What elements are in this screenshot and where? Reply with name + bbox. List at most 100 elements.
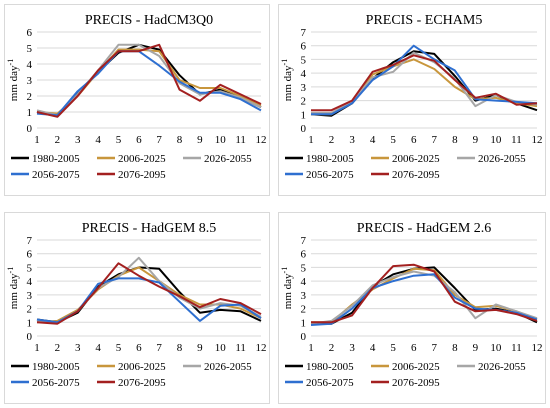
- y-tick-label: 6: [27, 27, 33, 39]
- x-tick-label: 1: [308, 342, 314, 354]
- legend-label: 1980-2005: [32, 361, 80, 373]
- y-axis-label-superscript: -1: [280, 59, 289, 66]
- x-tick-label: 9: [473, 134, 479, 146]
- legend-label: 2026-2055: [478, 361, 526, 373]
- series-line-2076-2095: [311, 263, 538, 324]
- y-tick-label: 5: [27, 43, 33, 55]
- y-tick-label: 3: [27, 75, 33, 87]
- x-tick-label: 11: [511, 342, 522, 354]
- x-tick-label: 6: [411, 342, 417, 354]
- y-tick-label: 4: [301, 68, 307, 80]
- x-tick-label: 8: [177, 134, 183, 146]
- series-line-2076-2095: [36, 262, 262, 325]
- x-tick-label: 8: [177, 342, 183, 354]
- chart-panel-hadgem-2-6: PRECIS - HadGEM 2.6 0 1 2 3 4 5 6 7 1 2 3 4 5 6 7 8 9 10 11…: [278, 212, 546, 404]
- y-tick-label: 1: [301, 109, 307, 121]
- legend-label: 2056-2075: [32, 377, 80, 389]
- x-tick-label: 6: [136, 134, 142, 146]
- y-tick-label: 4: [27, 59, 33, 71]
- legend-label: 1980-2005: [306, 153, 354, 165]
- x-tick-label: 5: [390, 342, 396, 354]
- y-tick-label: 6: [301, 249, 307, 261]
- x-tick-label: 9: [197, 134, 203, 146]
- legend-label: 2006-2025: [118, 153, 166, 165]
- y-axis-label-superscript: -1: [6, 267, 15, 274]
- legend-label: 2006-2025: [392, 153, 440, 165]
- chart-panel-echam5: PRECIS - ECHAM5 0 1 2 3 4 5 6 7 1 2 3 4 5 6 7 8 9 10 11 12 mm…: [278, 4, 546, 196]
- y-tick-label: 2: [27, 304, 33, 316]
- x-tick-label: 10: [490, 134, 502, 146]
- x-tick-label: 6: [136, 342, 142, 354]
- chart-panel-hadgem-8-5: PRECIS - HadGEM 8.5 0 1 2 3 4 5 6 7 1 2 3 4 5 6 7 8 9 10 11…: [4, 212, 270, 404]
- y-tick-label: 5: [27, 262, 33, 274]
- x-tick-label: 5: [116, 342, 122, 354]
- y-tick-label: 0: [301, 331, 307, 343]
- series-line-2026-2055: [36, 43, 262, 117]
- x-tick-label: 10: [215, 342, 227, 354]
- y-tick-label: 0: [27, 123, 33, 135]
- x-tick-label: 2: [55, 342, 61, 354]
- y-tick-label: 2: [301, 96, 307, 108]
- y-tick-label: 5: [301, 262, 307, 274]
- y-axis-label-superscript: -1: [6, 59, 15, 66]
- legend-label: 1980-2005: [32, 153, 80, 165]
- x-tick-label: 2: [329, 342, 335, 354]
- legend-label: 2076-2095: [118, 169, 166, 181]
- x-tick-label: 3: [75, 342, 81, 354]
- legend-label: 2006-2025: [118, 361, 166, 373]
- y-tick-label: 5: [301, 54, 307, 66]
- x-tick-label: 4: [95, 134, 101, 146]
- series-line-2056-2075: [36, 50, 262, 117]
- x-tick-label: 9: [473, 342, 479, 354]
- x-tick-label: 2: [55, 134, 61, 146]
- y-tick-label: 2: [27, 91, 33, 103]
- chart-title: PRECIS - HadGEM 8.5: [82, 221, 217, 236]
- y-axis-label: mm day-1: [6, 59, 20, 101]
- y-tick-label: 2: [301, 304, 307, 316]
- x-tick-label: 10: [215, 134, 227, 146]
- x-tick-label: 9: [197, 342, 203, 354]
- y-tick-label: 0: [301, 123, 307, 135]
- x-tick-label: 1: [34, 342, 40, 354]
- series-line-2076-2095: [36, 43, 262, 118]
- x-tick-label: 2: [329, 134, 335, 146]
- x-tick-label: 7: [156, 342, 162, 354]
- y-tick-label: 6: [301, 41, 307, 53]
- x-tick-label: 1: [308, 134, 314, 146]
- chart-panel-hadcm3q0: PRECIS - HadCM3Q0 0 1 2 3 4 5 6 1 2 3 4 5 6 7 8 9 10 11 12 m…: [4, 4, 270, 196]
- legend-label: 2056-2075: [306, 169, 354, 181]
- y-axis-label: mm day-1: [6, 267, 20, 309]
- legend-label: 2026-2055: [478, 153, 526, 165]
- y-tick-label: 3: [27, 290, 33, 302]
- x-tick-label: 8: [452, 134, 458, 146]
- x-tick-label: 12: [532, 342, 543, 354]
- y-tick-label: 1: [27, 107, 33, 119]
- x-tick-label: 3: [349, 342, 355, 354]
- x-tick-label: 12: [532, 134, 543, 146]
- legend-label: 2026-2055: [204, 153, 252, 165]
- legend-label: 2056-2075: [306, 377, 354, 389]
- x-tick-label: 5: [390, 134, 396, 146]
- y-tick-label: 4: [27, 276, 33, 288]
- legend-label: 2006-2025: [392, 361, 440, 373]
- legend-label: 2076-2095: [392, 169, 440, 181]
- legend-label: 2056-2075: [32, 169, 80, 181]
- x-tick-label: 4: [95, 342, 101, 354]
- x-tick-label: 7: [432, 342, 438, 354]
- y-tick-label: 1: [301, 317, 307, 329]
- x-tick-label: 11: [235, 342, 246, 354]
- chart-title: PRECIS - HadCM3Q0: [85, 13, 213, 28]
- x-tick-label: 12: [256, 342, 267, 354]
- x-tick-label: 4: [370, 134, 376, 146]
- chart-title: PRECIS - HadGEM 2.6: [357, 221, 492, 236]
- y-tick-label: 4: [301, 276, 307, 288]
- x-tick-label: 7: [432, 134, 438, 146]
- y-axis-label: mm day-1: [280, 59, 294, 101]
- x-tick-label: 11: [511, 134, 522, 146]
- x-tick-label: 3: [75, 134, 81, 146]
- y-tick-label: 6: [27, 249, 33, 261]
